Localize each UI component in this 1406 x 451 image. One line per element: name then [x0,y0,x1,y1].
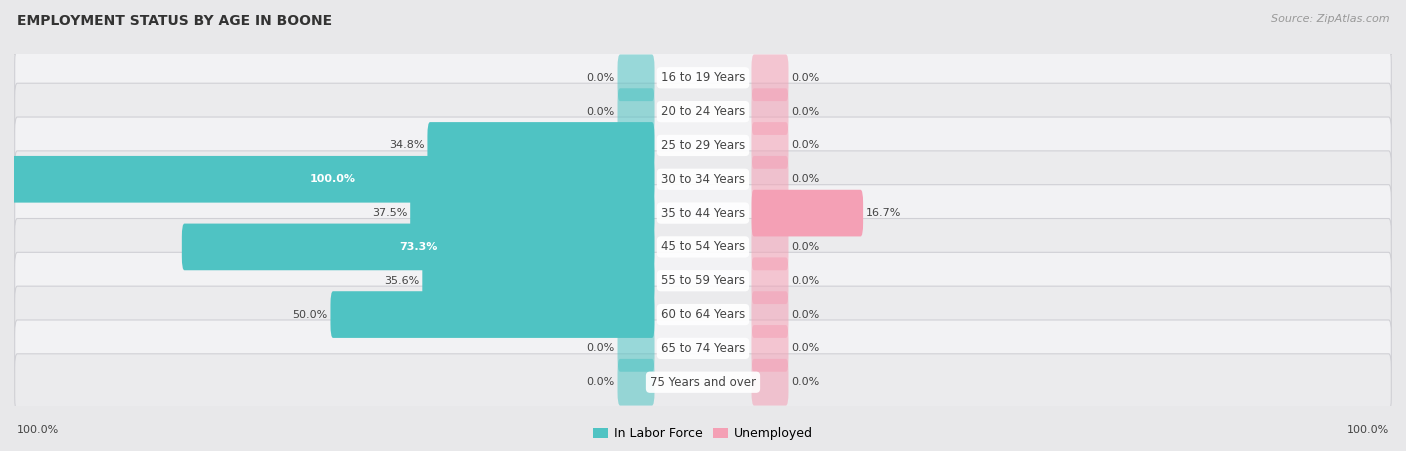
FancyBboxPatch shape [14,320,1392,377]
Text: EMPLOYMENT STATUS BY AGE IN BOONE: EMPLOYMENT STATUS BY AGE IN BOONE [17,14,332,28]
FancyBboxPatch shape [181,224,655,270]
Text: 100.0%: 100.0% [309,174,356,184]
Text: 100.0%: 100.0% [17,425,59,435]
FancyBboxPatch shape [751,88,789,135]
FancyBboxPatch shape [14,83,1392,140]
Text: 37.5%: 37.5% [373,208,408,218]
Text: 16 to 19 Years: 16 to 19 Years [661,71,745,84]
FancyBboxPatch shape [751,55,789,101]
FancyBboxPatch shape [751,190,863,236]
Text: 30 to 34 Years: 30 to 34 Years [661,173,745,186]
Text: 0.0%: 0.0% [792,377,820,387]
Text: 0.0%: 0.0% [792,343,820,354]
Text: 55 to 59 Years: 55 to 59 Years [661,274,745,287]
Text: 16.7%: 16.7% [866,208,901,218]
FancyBboxPatch shape [422,258,655,304]
FancyBboxPatch shape [14,184,1392,242]
Text: 73.3%: 73.3% [399,242,437,252]
FancyBboxPatch shape [14,151,1392,207]
FancyBboxPatch shape [617,359,655,405]
FancyBboxPatch shape [617,55,655,101]
FancyBboxPatch shape [11,156,655,202]
FancyBboxPatch shape [14,117,1392,174]
Text: 0.0%: 0.0% [586,106,614,117]
Text: 25 to 29 Years: 25 to 29 Years [661,139,745,152]
Text: 0.0%: 0.0% [586,343,614,354]
Text: 0.0%: 0.0% [792,276,820,286]
Text: 0.0%: 0.0% [792,242,820,252]
Text: 0.0%: 0.0% [586,377,614,387]
FancyBboxPatch shape [617,325,655,372]
FancyBboxPatch shape [617,88,655,135]
FancyBboxPatch shape [751,258,789,304]
Text: 0.0%: 0.0% [792,140,820,151]
Text: 0.0%: 0.0% [792,174,820,184]
Text: 0.0%: 0.0% [586,73,614,83]
Text: 100.0%: 100.0% [1347,425,1389,435]
Text: 34.8%: 34.8% [389,140,425,151]
Text: 0.0%: 0.0% [792,73,820,83]
FancyBboxPatch shape [751,291,789,338]
Text: 20 to 24 Years: 20 to 24 Years [661,105,745,118]
FancyBboxPatch shape [751,122,789,169]
Text: 50.0%: 50.0% [292,309,328,320]
FancyBboxPatch shape [14,252,1392,309]
FancyBboxPatch shape [14,218,1392,275]
FancyBboxPatch shape [330,291,655,338]
FancyBboxPatch shape [14,286,1392,343]
FancyBboxPatch shape [751,325,789,372]
FancyBboxPatch shape [14,49,1392,106]
Text: 45 to 54 Years: 45 to 54 Years [661,240,745,253]
Text: 0.0%: 0.0% [792,106,820,117]
FancyBboxPatch shape [751,359,789,405]
FancyBboxPatch shape [751,224,789,270]
Text: 65 to 74 Years: 65 to 74 Years [661,342,745,355]
Text: 35.6%: 35.6% [384,276,420,286]
FancyBboxPatch shape [751,156,789,202]
Text: 60 to 64 Years: 60 to 64 Years [661,308,745,321]
Text: 0.0%: 0.0% [792,309,820,320]
FancyBboxPatch shape [427,122,655,169]
FancyBboxPatch shape [14,354,1392,411]
FancyBboxPatch shape [411,190,655,236]
Text: 75 Years and over: 75 Years and over [650,376,756,389]
Text: Source: ZipAtlas.com: Source: ZipAtlas.com [1271,14,1389,23]
Text: 35 to 44 Years: 35 to 44 Years [661,207,745,220]
Legend: In Labor Force, Unemployed: In Labor Force, Unemployed [593,427,813,440]
